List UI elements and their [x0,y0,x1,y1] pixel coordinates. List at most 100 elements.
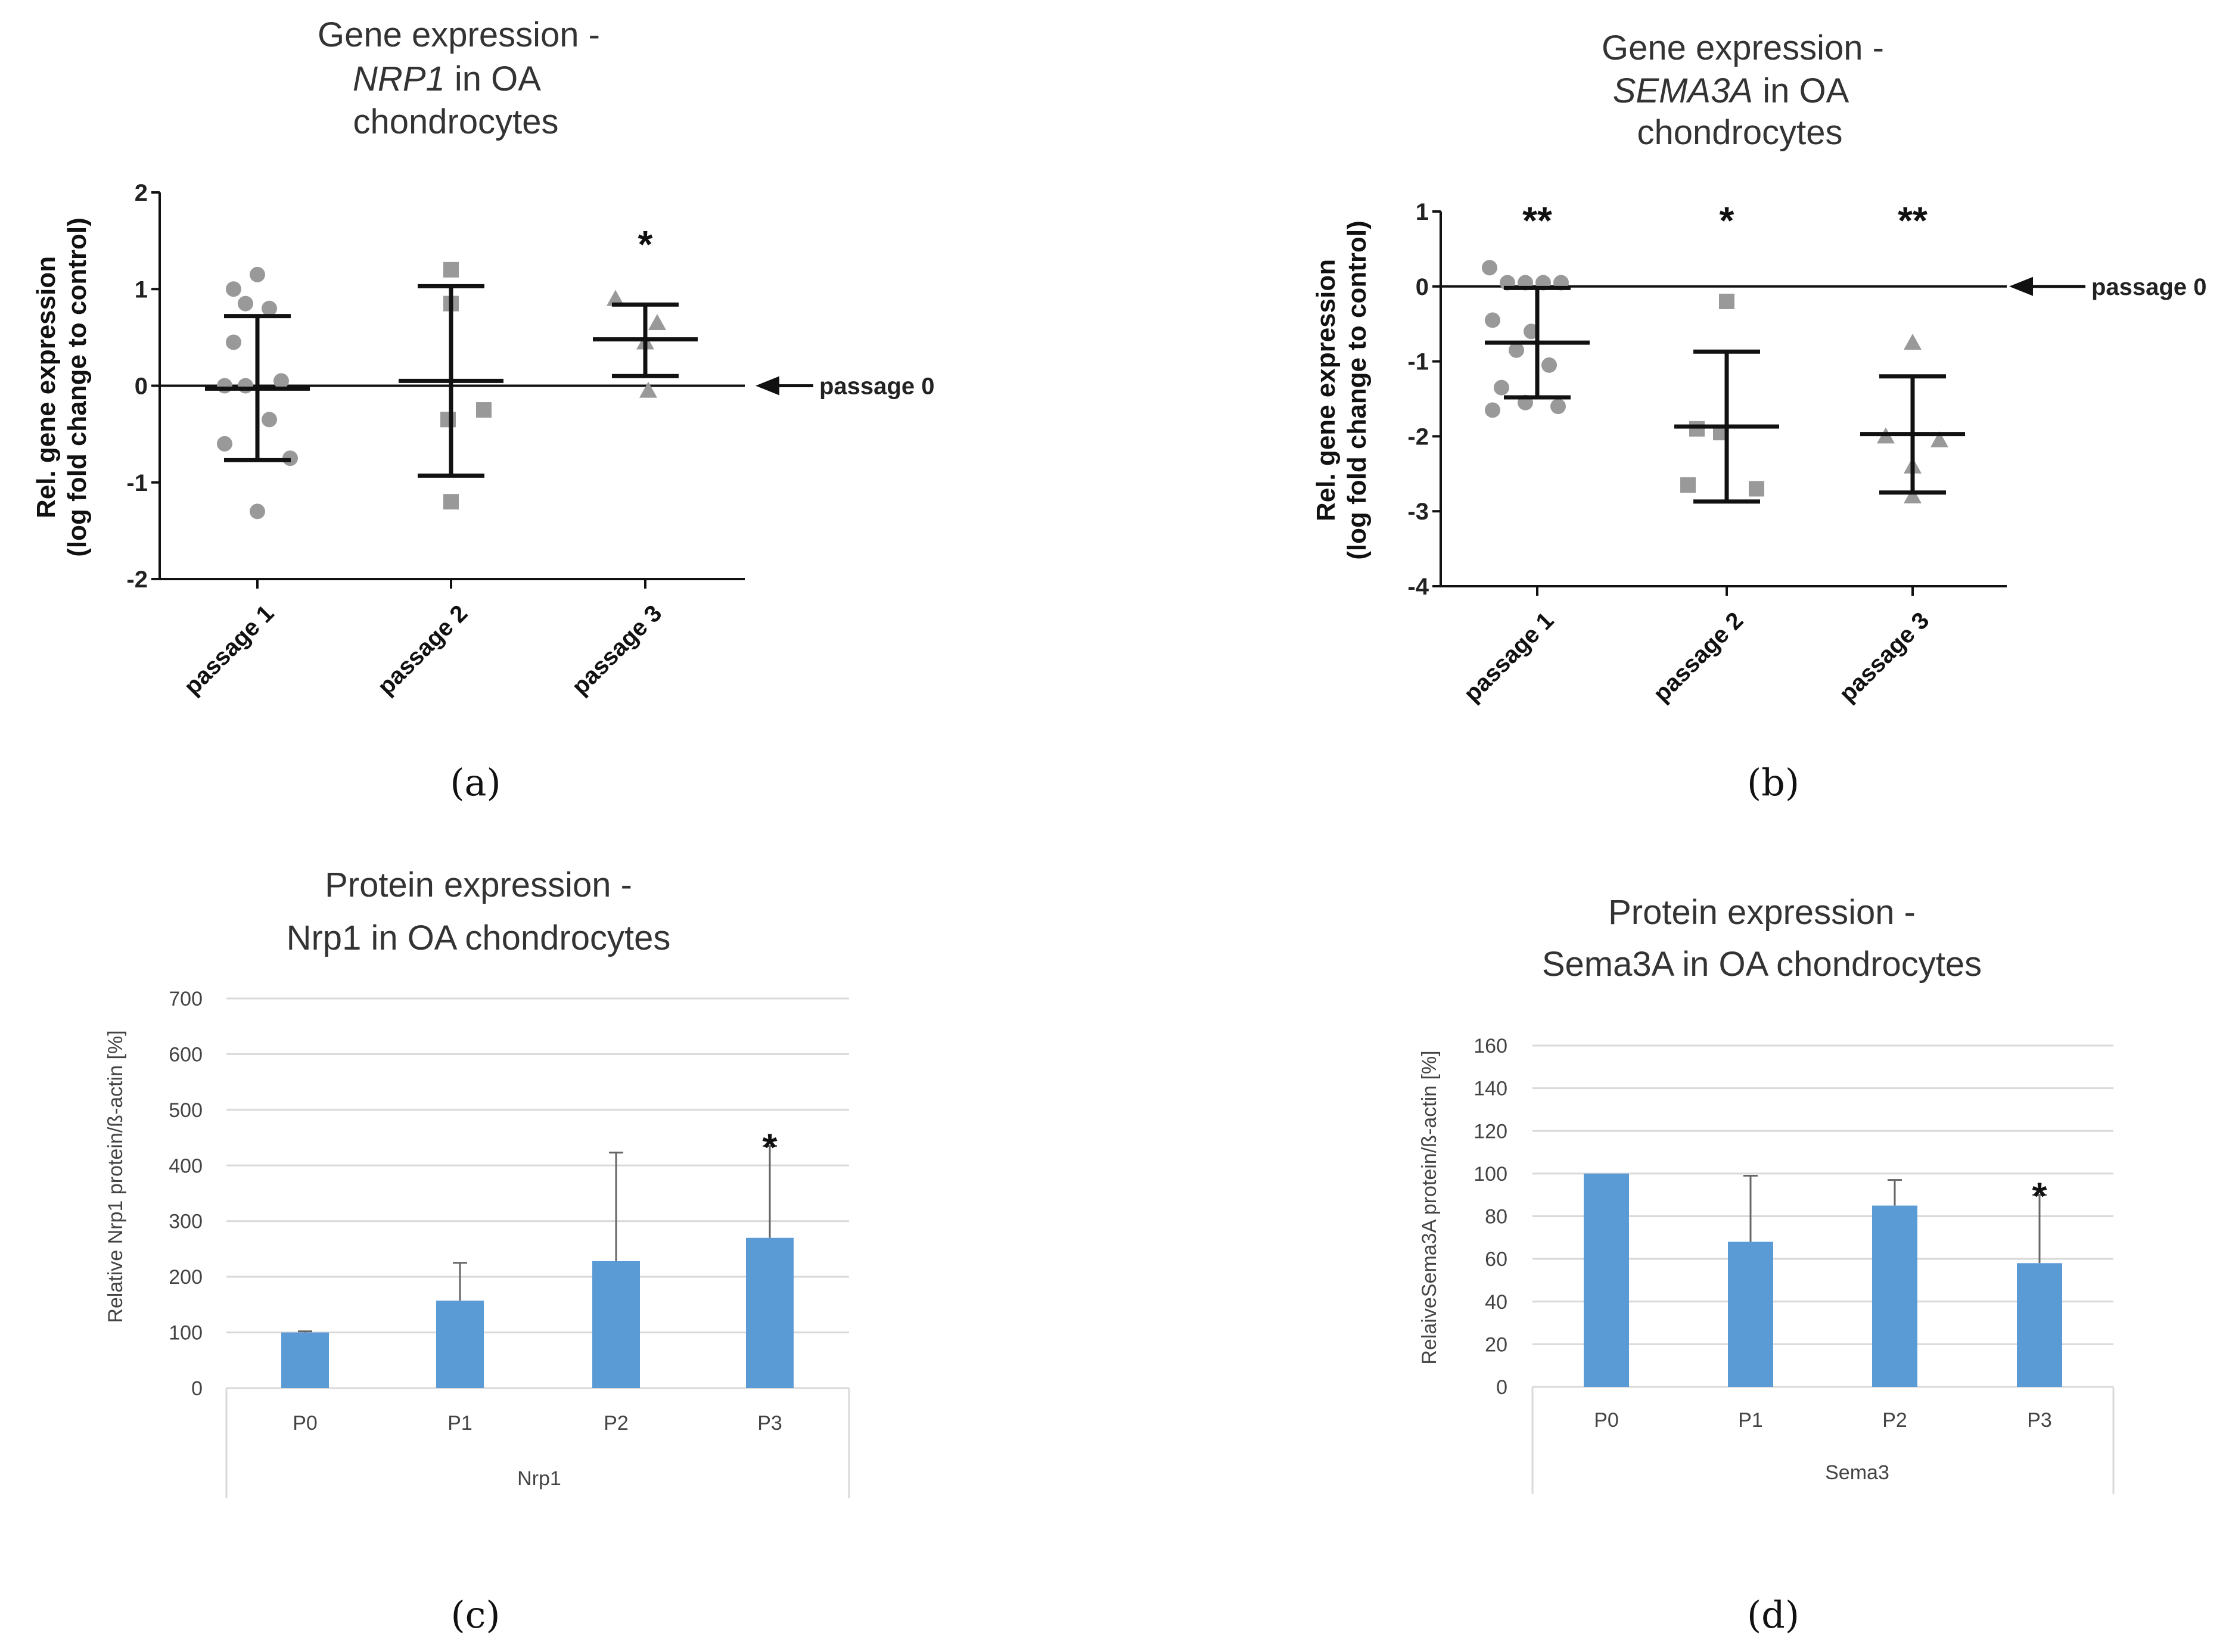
panel-1-y-tick-label: -2 [1407,424,1429,450]
panel-1-y-tick-label: -4 [1407,574,1429,600]
panel-0-data-point [443,494,459,510]
panel-b-title-line3: chondrocytes [1637,113,1843,152]
panel-b-title-gene: SEMA3A [1613,71,1753,110]
panel-3-category-label: P0 [1594,1409,1619,1432]
panel-3-y-tick-label: 160 [1473,1035,1507,1057]
panel-d-title-line2: Sema3A in OA chondrocytes [1542,945,1982,984]
panel-1-data-point [1509,342,1524,358]
panel-2-significance-marker: * [763,1126,778,1169]
panel-0-data-point [217,378,232,394]
panel-d-title-line1: Protein expression - [1608,893,1916,932]
panel-3-bar [1872,1205,1917,1387]
panel-2-y-tick-label: 100 [169,1322,203,1345]
panel-0-data-point [217,435,232,452]
panel-b-title-line2: SEMA3A in OA [1613,71,1849,110]
panel-1-data-point [1541,357,1557,373]
panel-1-data-point [1494,379,1509,396]
panel-2-bar [281,1332,329,1388]
panel-3-y-tick-label: 40 [1485,1291,1507,1314]
panel-a-title-suffix: in OA [445,60,541,98]
panel-2-y-tick-label: 400 [169,1155,203,1177]
panel-1-y-tick-label: 0 [1416,274,1429,300]
panel-0-data-point [250,503,265,519]
panel-3-bar [1584,1173,1629,1387]
panel-0-y-tick-label: 2 [135,180,148,206]
panel-b-label: (b) [1747,761,1799,804]
panel-2-bar [746,1237,794,1388]
panel-0-data-point [273,373,289,389]
panel-a-title-line1: Gene expression - [318,15,600,54]
panel-a-scatter-chart: Gene expression - NRP1 in OA chondrocyte… [32,15,934,700]
panel-0-data-point [226,334,241,350]
panel-0-data-point [476,402,492,418]
panel-1-data-point [1689,421,1705,437]
panel-0-data-point [250,266,265,282]
panel-3-significance-marker: * [2032,1175,2047,1218]
panel-1-data-point [1904,334,1922,350]
panel-0-data-point [238,378,253,394]
panel-1-data-point [1485,312,1500,328]
panel-1-category-label: passage 1 [1459,607,1559,707]
panel-a-title-line3: chondrocytes [353,102,559,141]
panel-3-y-tick-label: 60 [1485,1248,1507,1271]
panel-b-y-label-line1: Rel. gene expression [1311,259,1341,521]
panel-1-y-tick-label: -3 [1407,499,1429,525]
panel-0-data-point [648,314,666,331]
panel-d-label: (d) [1747,1593,1799,1637]
panel-0-data-point [607,290,624,306]
panel-c-x-label: Nrp1 [517,1467,561,1490]
panel-b-scatter-chart: Gene expression - SEMA3A in OA chondrocy… [1311,29,2206,707]
panel-b-title-line1: Gene expression - [1602,29,1884,67]
panel-2-y-tick-label: 500 [169,1099,203,1122]
panel-1-reference-arrow-head [2009,276,2033,296]
panel-3-y-tick-label: 100 [1473,1163,1507,1186]
panel-0-category-label: passage 2 [372,600,472,700]
panel-a-title-gene: NRP1 [353,60,445,98]
panel-a-title-line2: NRP1 in OA [353,60,541,98]
panel-2-y-tick-label: 300 [169,1211,203,1233]
panel-1-category-label: passage 3 [1834,607,1934,707]
panel-3-y-tick-label: 80 [1485,1206,1507,1228]
panel-a-y-label: Rel. gene expression (log fold change to… [32,217,92,557]
panel-a-plot-area: 2 1 0 -1 -2 passage 0 passage 1 passage 2 passag… [126,180,934,700]
panel-c-label: (c) [450,1593,500,1637]
panel-1-data-point [1482,260,1497,276]
panel-c-title-line2: Nrp1 in OA chondrocytes [287,919,671,957]
panel-0-data-point [226,281,241,297]
panel-0-y-tick-label: -2 [126,567,148,593]
panel-2-y-tick-label: 0 [191,1377,203,1400]
panel-3-category-label: P1 [1738,1409,1763,1432]
panel-0-reference-label: passage 0 [819,374,934,400]
panel-1-data-point [1719,293,1734,309]
panel-0-data-point [443,262,459,278]
panel-a-y-label-line2: (log fold change to control) [63,217,92,557]
panel-1-significance-marker: ** [1522,199,1552,242]
panel-c-plot-area: 700 600 500 400 300 200 100 0 P0 P1 P2 P3 * [169,988,850,1498]
panel-0-significance-marker: * [638,223,653,266]
panel-1-y-tick-label: -1 [1407,349,1429,375]
panel-3-bar [2017,1263,2062,1387]
panel-a-y-label-line1: Rel. gene expression [32,256,61,518]
panel-1-y-tick-label: 1 [1416,199,1429,225]
panel-1-significance-marker: * [1720,199,1734,242]
panel-b-plot-area: 1 0 -1 -2 -3 -4 passage 0 passage 1 passage 2 pas… [1407,199,2206,707]
panel-1-data-point [1904,487,1922,504]
panel-0-reference-arrow-head [756,376,779,396]
panel-1-data-point [1550,399,1566,415]
panel-0-y-tick-label: 1 [135,276,148,303]
panel-2-category-label: P0 [293,1412,318,1435]
panel-0-category-label: passage 3 [567,600,667,700]
panel-0-data-point [639,381,657,398]
panel-3-y-tick-label: 20 [1485,1333,1507,1356]
panel-1-data-point [1749,481,1764,497]
panel-3-y-tick-label: 140 [1473,1078,1507,1100]
panel-0-y-tick-label: -1 [126,470,148,496]
panel-3-category-label: P3 [2027,1409,2052,1432]
panel-b-title-suffix: in OA [1753,71,1849,110]
panel-0-category-label: passage 1 [179,600,279,700]
panel-2-y-tick-label: 200 [169,1266,203,1289]
panel-3-bar [1728,1242,1773,1387]
panel-0-y-tick-label: 0 [135,374,148,400]
panel-2-y-tick-label: 700 [169,988,203,1010]
panel-2-category-label: P3 [757,1412,782,1435]
